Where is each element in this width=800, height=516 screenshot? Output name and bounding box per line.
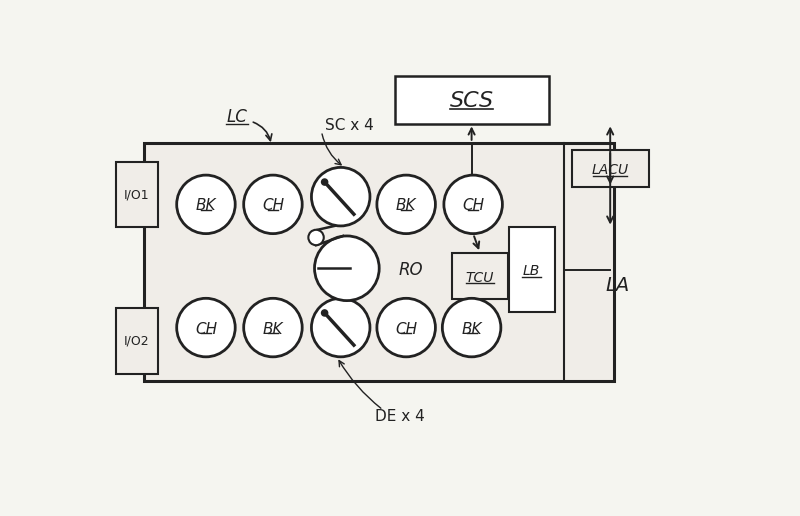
Text: TCU: TCU <box>466 270 494 284</box>
Ellipse shape <box>444 175 502 234</box>
Bar <box>116 309 158 374</box>
Ellipse shape <box>377 298 435 357</box>
Bar <box>452 253 508 299</box>
Bar <box>509 228 554 312</box>
Text: BK: BK <box>462 321 482 336</box>
Text: CH: CH <box>462 199 484 214</box>
Text: BK: BK <box>396 199 417 214</box>
Ellipse shape <box>322 310 328 316</box>
Ellipse shape <box>377 175 435 234</box>
Text: RO: RO <box>398 261 423 279</box>
Ellipse shape <box>322 179 328 185</box>
Text: CH: CH <box>195 321 217 336</box>
Text: LACU: LACU <box>592 164 629 178</box>
Text: LC: LC <box>226 108 247 126</box>
Text: I/O2: I/O2 <box>124 334 150 348</box>
Ellipse shape <box>314 236 379 301</box>
Text: CH: CH <box>395 321 418 336</box>
Ellipse shape <box>177 298 235 357</box>
Text: BK: BK <box>262 321 283 336</box>
Ellipse shape <box>311 167 370 226</box>
Text: BK: BK <box>196 199 216 214</box>
Text: SC x 4: SC x 4 <box>326 118 374 133</box>
Ellipse shape <box>177 175 235 234</box>
Text: LB: LB <box>523 264 540 278</box>
Text: CH: CH <box>262 199 284 214</box>
Text: DE x 4: DE x 4 <box>375 409 425 424</box>
Bar <box>116 162 158 228</box>
Text: LA: LA <box>606 276 630 295</box>
Text: I/O1: I/O1 <box>124 188 150 201</box>
Bar <box>572 151 649 187</box>
Ellipse shape <box>311 298 370 357</box>
Ellipse shape <box>442 298 501 357</box>
Text: SCS: SCS <box>450 91 494 111</box>
Ellipse shape <box>244 298 302 357</box>
Ellipse shape <box>244 175 302 234</box>
Bar <box>394 76 549 123</box>
Bar <box>144 143 614 381</box>
Ellipse shape <box>308 230 324 245</box>
